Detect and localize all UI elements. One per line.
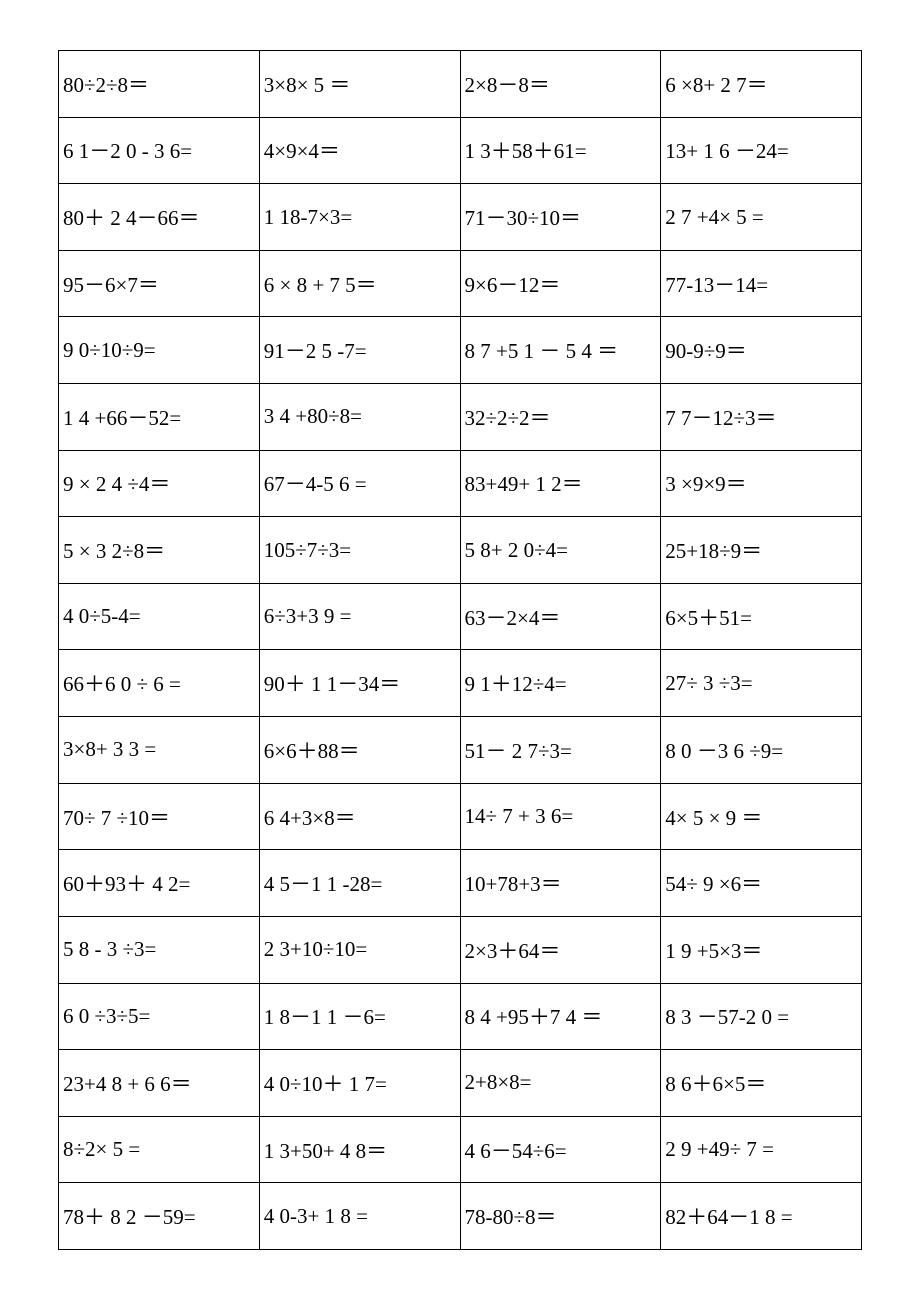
math-problem-cell: 7 7－12÷3＝ xyxy=(661,384,862,451)
math-problem-cell: 2×3＋64＝ xyxy=(460,916,661,983)
table-row: 80＋ 2 4－66＝ 1 18-7×3= 71－30÷10＝ 2 7 +4× … xyxy=(59,184,862,251)
table-row: 1 4 +66－52= 3 4 +80÷8= 32÷2÷2＝ 7 7－12÷3＝ xyxy=(59,384,862,451)
math-problem-cell: 8 0 －3 6 ÷9= xyxy=(661,717,862,784)
math-problem-cell: 32÷2÷2＝ xyxy=(460,384,661,451)
math-problem-cell: 91－2 5 -7= xyxy=(259,317,460,384)
math-problem-cell: 80÷2÷8＝ xyxy=(59,51,260,118)
math-problem-cell: 6×5＋51= xyxy=(661,583,862,650)
math-problem-cell: 70÷ 7 ÷10＝ xyxy=(59,783,260,850)
table-row: 23+4 8 + 6 6＝ 4 0÷10＋ 1 7= 2+8×8= 8 6＋6×… xyxy=(59,1050,862,1117)
math-problem-cell: 67－4-5 6 = xyxy=(259,450,460,517)
math-problem-cell: 80＋ 2 4－66＝ xyxy=(59,184,260,251)
math-problem-cell: 6÷3+3 9 = xyxy=(259,583,460,650)
math-problem-cell: 78-80÷8＝ xyxy=(460,1183,661,1250)
table-row: 4 0÷5-4= 6÷3+3 9 = 63－2×4＝ 6×5＋51= xyxy=(59,583,862,650)
math-problem-cell: 1 3+50+ 4 8＝ xyxy=(259,1116,460,1183)
math-problem-cell: 1 8－1 1 －6= xyxy=(259,983,460,1050)
math-problem-cell: 4×9×4＝ xyxy=(259,117,460,184)
math-problem-cell: 4 0÷10＋ 1 7= xyxy=(259,1050,460,1117)
math-problem-cell: 5 8 - 3 ÷3= xyxy=(59,916,260,983)
math-problem-cell: 9×6－12＝ xyxy=(460,250,661,317)
table-row: 5 8 - 3 ÷3= 2 3+10÷10= 2×3＋64＝ 1 9 +5×3＝ xyxy=(59,916,862,983)
table-row: 3×8+ 3 3 = 6×6＋88＝ 51－ 2 7÷3= 8 0 －3 6 ÷… xyxy=(59,717,862,784)
math-problem-cell: 8 6＋6×5＝ xyxy=(661,1050,862,1117)
math-problem-cell: 95－6×7＝ xyxy=(59,250,260,317)
math-problem-cell: 9 × 2 4 ÷4＝ xyxy=(59,450,260,517)
math-problem-cell: 1 18-7×3= xyxy=(259,184,460,251)
math-problem-cell: 1 3＋58＋61= xyxy=(460,117,661,184)
math-problem-cell: 90＋ 1 1－34＝ xyxy=(259,650,460,717)
math-problem-cell: 2+8×8= xyxy=(460,1050,661,1117)
worksheet-body: 80÷2÷8＝ 3×8× 5 ＝ 2×8－8＝ 6 ×8+ 2 7＝ 6 1－2… xyxy=(59,51,862,1250)
math-problem-cell: 27÷ 3 ÷3= xyxy=(661,650,862,717)
math-problem-cell: 105÷7÷3= xyxy=(259,517,460,584)
math-problem-cell: 2 3+10÷10= xyxy=(259,916,460,983)
math-problem-cell: 8 7 +5 1 － 5 4 ＝ xyxy=(460,317,661,384)
math-problem-cell: 23+4 8 + 6 6＝ xyxy=(59,1050,260,1117)
table-row: 5 × 3 2÷8＝ 105÷7÷3= 5 8+ 2 0÷4= 25+18÷9＝ xyxy=(59,517,862,584)
table-row: 80÷2÷8＝ 3×8× 5 ＝ 2×8－8＝ 6 ×8+ 2 7＝ xyxy=(59,51,862,118)
math-problem-cell: 5 × 3 2÷8＝ xyxy=(59,517,260,584)
math-problem-cell: 66＋6 0 ÷ 6 = xyxy=(59,650,260,717)
math-problem-cell: 14÷ 7 + 3 6= xyxy=(460,783,661,850)
math-problem-cell: 78＋ 8 2 －59= xyxy=(59,1183,260,1250)
math-problem-cell: 63－2×4＝ xyxy=(460,583,661,650)
math-problem-cell: 9 0÷10÷9= xyxy=(59,317,260,384)
math-problem-cell: 4 0÷5-4= xyxy=(59,583,260,650)
math-problem-cell: 77-13－14= xyxy=(661,250,862,317)
math-problem-cell: 3 4 +80÷8= xyxy=(259,384,460,451)
math-problem-cell: 25+18÷9＝ xyxy=(661,517,862,584)
math-problem-cell: 13+ 1 6 －24= xyxy=(661,117,862,184)
math-problem-cell: 8 4 +95＋7 4 ＝ xyxy=(460,983,661,1050)
math-problem-cell: 2 9 +49÷ 7 = xyxy=(661,1116,862,1183)
math-problem-cell: 6 × 8 + 7 5＝ xyxy=(259,250,460,317)
math-problem-cell: 5 8+ 2 0÷4= xyxy=(460,517,661,584)
math-problem-cell: 4× 5 × 9 ＝ xyxy=(661,783,862,850)
math-problem-cell: 3×8× 5 ＝ xyxy=(259,51,460,118)
table-row: 8÷2× 5 = 1 3+50+ 4 8＝ 4 6－54÷6= 2 9 +49÷… xyxy=(59,1116,862,1183)
math-problem-cell: 4 5－1 1 -28= xyxy=(259,850,460,917)
math-problem-cell: 2×8－8＝ xyxy=(460,51,661,118)
table-row: 78＋ 8 2 －59= 4 0-3+ 1 8 = 78-80÷8＝ 82＋64… xyxy=(59,1183,862,1250)
math-problem-cell: 1 4 +66－52= xyxy=(59,384,260,451)
math-problem-cell: 6 4+3×8＝ xyxy=(259,783,460,850)
math-problem-cell: 6 ×8+ 2 7＝ xyxy=(661,51,862,118)
table-row: 9 × 2 4 ÷4＝ 67－4-5 6 = 83+49+ 1 2＝ 3 ×9×… xyxy=(59,450,862,517)
math-problem-cell: 8 3 －57-2 0 = xyxy=(661,983,862,1050)
math-problem-cell: 6 0 ÷3÷5= xyxy=(59,983,260,1050)
math-problem-cell: 1 9 +5×3＝ xyxy=(661,916,862,983)
math-problem-cell: 83+49+ 1 2＝ xyxy=(460,450,661,517)
math-problem-cell: 9 1＋12÷4= xyxy=(460,650,661,717)
math-problem-cell: 71－30÷10＝ xyxy=(460,184,661,251)
math-worksheet-table: 80÷2÷8＝ 3×8× 5 ＝ 2×8－8＝ 6 ×8+ 2 7＝ 6 1－2… xyxy=(58,50,862,1250)
table-row: 6 0 ÷3÷5= 1 8－1 1 －6= 8 4 +95＋7 4 ＝ 8 3 … xyxy=(59,983,862,1050)
math-problem-cell: 90-9÷9＝ xyxy=(661,317,862,384)
table-row: 95－6×7＝ 6 × 8 + 7 5＝ 9×6－12＝ 77-13－14= xyxy=(59,250,862,317)
math-problem-cell: 60＋93＋ 4 2= xyxy=(59,850,260,917)
table-row: 6 1－2 0 - 3 6= 4×9×4＝ 1 3＋58＋61= 13+ 1 6… xyxy=(59,117,862,184)
math-problem-cell: 4 6－54÷6= xyxy=(460,1116,661,1183)
math-problem-cell: 10+78+3＝ xyxy=(460,850,661,917)
table-row: 60＋93＋ 4 2= 4 5－1 1 -28= 10+78+3＝ 54÷ 9 … xyxy=(59,850,862,917)
math-problem-cell: 51－ 2 7÷3= xyxy=(460,717,661,784)
table-row: 70÷ 7 ÷10＝ 6 4+3×8＝ 14÷ 7 + 3 6= 4× 5 × … xyxy=(59,783,862,850)
math-problem-cell: 6 1－2 0 - 3 6= xyxy=(59,117,260,184)
math-problem-cell: 54÷ 9 ×6＝ xyxy=(661,850,862,917)
math-problem-cell: 3×8+ 3 3 = xyxy=(59,717,260,784)
math-problem-cell: 8÷2× 5 = xyxy=(59,1116,260,1183)
math-problem-cell: 3 ×9×9＝ xyxy=(661,450,862,517)
math-problem-cell: 82＋64－1 8 = xyxy=(661,1183,862,1250)
math-problem-cell: 4 0-3+ 1 8 = xyxy=(259,1183,460,1250)
table-row: 66＋6 0 ÷ 6 = 90＋ 1 1－34＝ 9 1＋12÷4= 27÷ 3… xyxy=(59,650,862,717)
math-problem-cell: 2 7 +4× 5 = xyxy=(661,184,862,251)
table-row: 9 0÷10÷9= 91－2 5 -7= 8 7 +5 1 － 5 4 ＝ 90… xyxy=(59,317,862,384)
math-problem-cell: 6×6＋88＝ xyxy=(259,717,460,784)
